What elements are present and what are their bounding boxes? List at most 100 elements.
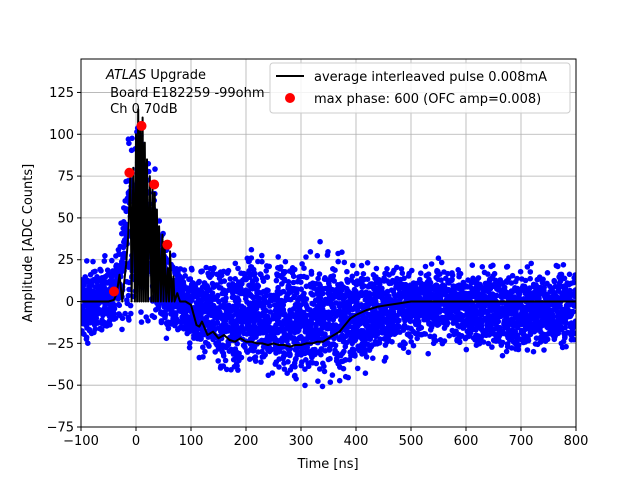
- noise-point: [508, 345, 515, 351]
- noise-point: [450, 320, 457, 326]
- noise-point: [217, 269, 224, 275]
- noise-point: [218, 312, 224, 319]
- noise-point: [209, 319, 216, 325]
- noise-point: [439, 340, 446, 347]
- noise-point: [260, 288, 267, 295]
- noise-point: [299, 261, 305, 267]
- noise-point: [221, 323, 228, 330]
- noise-point: [407, 282, 414, 289]
- y-tick-label: −25: [47, 337, 74, 352]
- x-tick-label: 100: [179, 434, 204, 449]
- noise-point: [360, 316, 366, 323]
- noise-point: [446, 302, 453, 309]
- noise-point: [275, 307, 281, 314]
- noise-point: [504, 279, 511, 286]
- noise-point: [401, 322, 408, 329]
- noise-point: [212, 349, 218, 355]
- noise-point: [414, 335, 421, 342]
- noise-point: [339, 318, 346, 325]
- noise-point: [379, 285, 385, 292]
- noise-point: [99, 281, 106, 287]
- noise-point: [473, 332, 480, 339]
- noise-point: [330, 341, 336, 347]
- noise-point: [382, 331, 389, 337]
- noise-point: [301, 316, 307, 322]
- noise-point: [279, 336, 285, 343]
- noise-point: [285, 279, 292, 285]
- noise-point: [122, 310, 128, 317]
- noise-point: [435, 285, 441, 291]
- noise-point: [290, 335, 297, 341]
- noise-point: [347, 337, 353, 344]
- noise-point: [564, 329, 571, 336]
- noise-point: [173, 318, 179, 324]
- noise-point: [405, 349, 412, 356]
- noise-point: [473, 290, 480, 297]
- noise-point: [111, 302, 117, 308]
- noise-point: [232, 311, 239, 318]
- y-tick-label: 75: [57, 170, 74, 185]
- noise-point: [427, 333, 433, 340]
- noise-point: [334, 355, 340, 362]
- noise-point: [510, 310, 517, 316]
- noise-point: [126, 279, 132, 286]
- noise-point: [544, 293, 551, 300]
- noise-point: [406, 295, 413, 301]
- noise-point: [119, 326, 125, 333]
- noise-point: [517, 268, 524, 275]
- noise-point: [245, 288, 252, 294]
- noise-point: [399, 311, 406, 318]
- noise-point: [474, 277, 480, 284]
- noise-point: [211, 296, 218, 302]
- noise-point: [212, 310, 219, 317]
- noise-point: [275, 254, 282, 260]
- noise-point: [482, 280, 489, 287]
- noise-point: [413, 321, 419, 328]
- noise-point: [383, 354, 389, 361]
- noise-point: [203, 319, 210, 326]
- noise-point: [200, 354, 206, 360]
- noise-point: [402, 281, 409, 288]
- noise-point: [462, 335, 469, 342]
- noise-point: [210, 265, 217, 272]
- noise-point: [501, 287, 508, 293]
- noise-point: [424, 279, 431, 285]
- noise-point: [481, 269, 488, 276]
- noise-point: [193, 300, 200, 306]
- noise-point: [180, 305, 187, 312]
- noise-point: [433, 337, 439, 344]
- y-tick-label: −50: [47, 379, 74, 394]
- noise-point: [233, 354, 240, 360]
- noise-point: [115, 295, 122, 301]
- noise-point: [457, 311, 464, 318]
- noise-point: [98, 268, 104, 274]
- noise-point: [202, 348, 208, 355]
- noise-point: [392, 293, 399, 299]
- noise-point: [235, 265, 241, 272]
- noise-point: [338, 286, 345, 293]
- noise-point: [262, 352, 269, 358]
- noise-point: [310, 301, 317, 308]
- noise-point: [317, 366, 323, 372]
- noise-point: [265, 335, 272, 342]
- noise-point: [397, 281, 404, 288]
- noise-point: [571, 275, 576, 281]
- noise-point: [217, 365, 224, 371]
- noise-point: [388, 280, 395, 287]
- noise-point: [386, 317, 392, 324]
- noise-point: [272, 361, 279, 367]
- noise-point: [348, 330, 354, 336]
- noise-point: [480, 289, 486, 296]
- noise-point: [402, 291, 409, 298]
- noise-point: [194, 335, 201, 342]
- noise-point: [495, 283, 502, 290]
- noise-point: [200, 344, 206, 351]
- noise-point: [326, 280, 332, 287]
- noise-point: [409, 267, 415, 274]
- noise-point: [323, 309, 329, 316]
- noise-point: [402, 340, 408, 347]
- noise-point: [405, 273, 412, 279]
- legend-box: [269, 62, 571, 114]
- noise-point: [196, 305, 203, 312]
